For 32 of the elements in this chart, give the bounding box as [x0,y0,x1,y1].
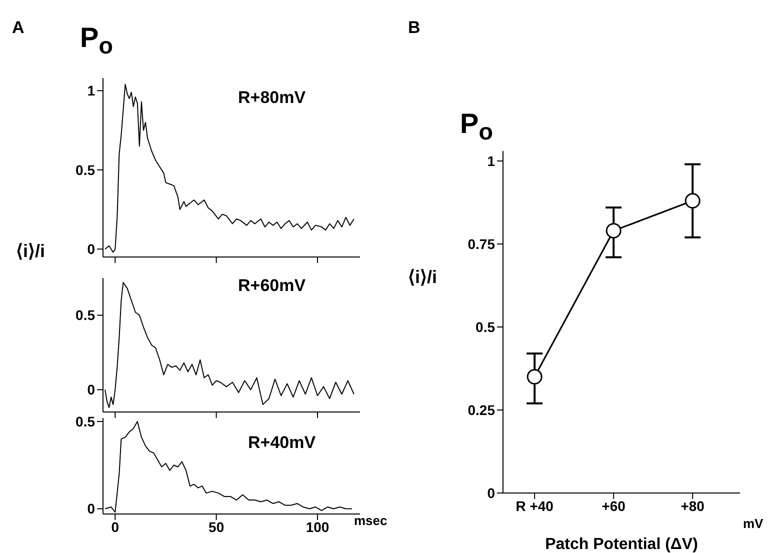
text: A [12,18,24,38]
text: R+40mV [248,433,316,453]
point [606,222,622,238]
annotation: msec [354,513,388,528]
y-tick-label: 0.5 [76,162,96,178]
x-tick-label: 50 [208,518,224,535]
text: B [408,18,420,38]
y-tick-label: 0.25 [468,402,496,418]
text: mV [743,516,764,531]
x-tick-label: R +40 [516,498,554,514]
y-tick-label: 0.5 [76,307,96,324]
y-axis-title: P$_{o}$ [80,22,113,60]
text: R+80mV [238,88,306,108]
y-axis-title: P$_{o}$ [460,108,493,146]
x-tick-label: 100 [306,518,330,535]
text: R+60mV [238,276,306,296]
y-tick-label: 0 [87,241,96,258]
y-tick-label: 1 [87,82,96,99]
y-tick-label: 0.5 [76,413,96,430]
text: ⟨i⟩/i [16,240,46,262]
y-tick-label: 1 [487,152,496,169]
y-tick-label: 0 [487,484,496,501]
point [684,193,700,209]
y-tick-label: 0.5 [476,318,496,335]
x-tick-label: 0 [111,518,120,535]
y-tick-label: 0.75 [468,236,496,252]
x-axis-title: Patch Potential (ΔV) [545,536,698,553]
x-tick-label: +80 [680,498,705,514]
text: ⟨i⟩/i [408,266,438,288]
y-tick-label: 0 [87,382,96,398]
point [526,369,542,385]
x-tick-label: +60 [602,498,626,514]
